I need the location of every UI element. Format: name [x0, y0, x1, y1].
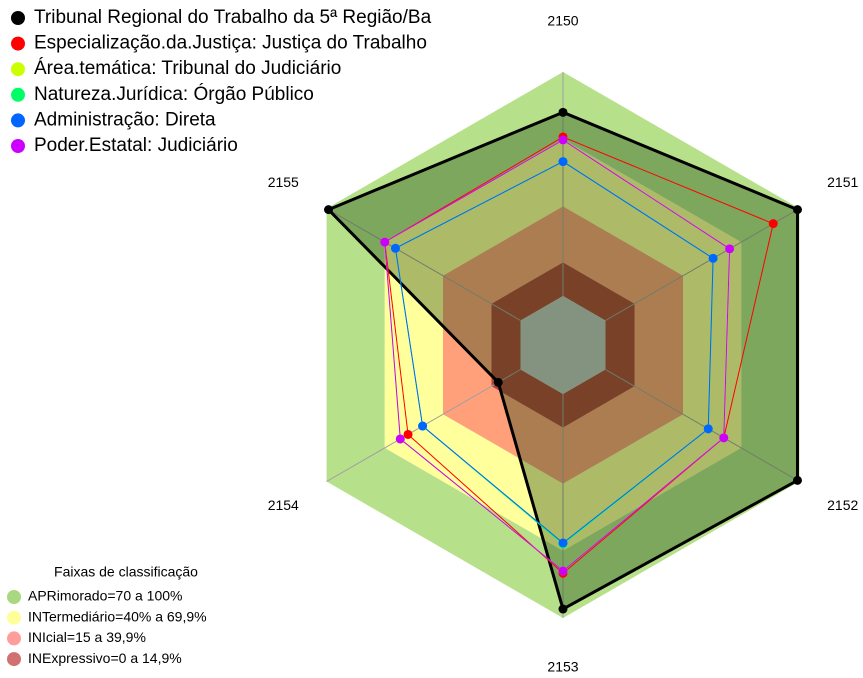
- spoke: [605, 208, 800, 321]
- series-point: [403, 429, 413, 439]
- legend-marker: [11, 113, 25, 128]
- series-point: [324, 205, 334, 215]
- series-point: [493, 377, 503, 387]
- legend-label: Especialização.da.Justiça: Justiça do Tr…: [34, 33, 427, 54]
- series-point: [725, 244, 735, 254]
- series-point: [390, 243, 400, 253]
- band-legend-marker: [7, 590, 21, 604]
- series-point: [380, 237, 390, 247]
- series-point: [768, 219, 778, 229]
- series-point: [792, 475, 802, 485]
- series-point: [558, 135, 568, 145]
- series-point: [395, 434, 405, 444]
- series-point: [558, 604, 568, 614]
- series-point: [708, 253, 718, 263]
- axis-label: 2151: [827, 174, 858, 190]
- series-point: [558, 566, 568, 576]
- series-point: [703, 424, 713, 434]
- axis-label: 2154: [268, 497, 299, 513]
- legend-marker: [11, 139, 25, 153]
- legend-marker: [11, 62, 25, 77]
- legend-label: Poder.Estatal: Judiciário: [34, 135, 238, 156]
- legend-label: Área.temática: Tribunal do Judiciário: [34, 58, 341, 79]
- band-legend-label: APRimorado=70 a 100%: [28, 588, 183, 604]
- spoke: [326, 208, 521, 321]
- band: [384, 139, 742, 551]
- series-point: [792, 205, 802, 215]
- bands-title: Faixas de classificação: [54, 564, 198, 580]
- legend-label: Natureza.Jurídica: Órgão Público: [34, 83, 314, 105]
- legend-marker: [11, 11, 25, 25]
- band-legend-marker: [7, 631, 21, 646]
- legend-marker: [11, 87, 25, 102]
- series-point: [719, 433, 729, 443]
- band: [442, 206, 684, 484]
- band-legend-marker: [7, 610, 21, 625]
- series-point: [558, 538, 568, 548]
- band-legend-label: INTermediário=40% a 69,9%: [28, 608, 207, 624]
- series-point: [558, 107, 568, 117]
- legend-label: Tribunal Regional do Trabalho da 5ª Regi…: [34, 7, 432, 28]
- axis-label: 2150: [547, 13, 578, 29]
- series-point: [558, 157, 568, 167]
- band-legend-label: INIcial=15 a 39,9%: [28, 629, 146, 645]
- axis-label: 2155: [268, 174, 299, 190]
- band-legend-marker: [7, 652, 21, 667]
- bands: [326, 72, 800, 618]
- axis-label: 2153: [547, 659, 578, 673]
- legend-marker: [11, 36, 25, 51]
- legend-label: Administração: Direta: [34, 109, 216, 130]
- band-legend-label: INExpressivo=0 a 14,9%: [28, 650, 182, 666]
- band: [491, 262, 635, 428]
- axis-label: 2152: [827, 497, 858, 513]
- series-point: [418, 421, 428, 431]
- hub: [520, 296, 606, 394]
- series: [324, 107, 802, 614]
- labels: 2150 2151 2152 2153 2154 2155: [268, 13, 859, 675]
- spoke: [605, 369, 800, 482]
